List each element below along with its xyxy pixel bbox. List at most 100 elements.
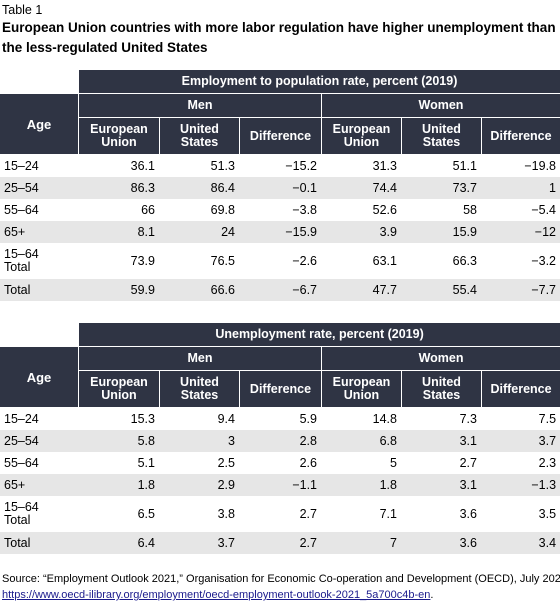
table-row: 65+ 8.1 24 −15.9 3.9 15.9 −12 bbox=[0, 221, 560, 243]
age-cell: 15–64 Total bbox=[4, 247, 39, 274]
table-row: 25–54 5.8 3 2.8 6.8 3.1 3.7 bbox=[0, 430, 560, 452]
age-header: Age bbox=[0, 347, 78, 408]
value-cell: 51.1 bbox=[452, 158, 477, 173]
value-cell: 74.4 bbox=[321, 177, 401, 199]
blank-corner bbox=[0, 70, 78, 94]
eu-header: European Union bbox=[78, 371, 159, 408]
value-cell: 86.4 bbox=[159, 177, 239, 199]
difference-header: Difference bbox=[481, 371, 560, 408]
value-cell: 15.3 bbox=[130, 411, 155, 426]
us-header: United States bbox=[401, 118, 481, 155]
value-cell: 52.6 bbox=[372, 202, 397, 217]
value-cell: 2.7 bbox=[239, 532, 321, 554]
value-cell: 7 bbox=[321, 532, 401, 554]
value-cell: −6.7 bbox=[239, 279, 321, 301]
value-cell: 2.9 bbox=[159, 474, 239, 496]
age-cell: 15–24 bbox=[4, 411, 39, 426]
table-row: 15–24 36.1 51.3 −15.2 31.3 51.1 −19.8 bbox=[0, 155, 560, 177]
age-cell: 55–64 bbox=[4, 202, 39, 217]
value-cell: 2.3 bbox=[538, 455, 557, 470]
value-cell: 3.1 bbox=[401, 474, 481, 496]
page-title: European Union countries with more labor… bbox=[2, 20, 556, 55]
age-cell: 55–64 bbox=[4, 455, 39, 470]
value-cell: 1 bbox=[481, 177, 560, 199]
value-cell: 1.8 bbox=[78, 474, 159, 496]
value-cell: 63.1 bbox=[372, 253, 397, 268]
value-cell: 2.7 bbox=[459, 455, 477, 470]
value-cell: 31.3 bbox=[372, 158, 397, 173]
value-cell: 2.8 bbox=[239, 430, 321, 452]
value-cell: 2.7 bbox=[299, 506, 317, 521]
source-text: Source: “Employment Outlook 2021,” Organ… bbox=[2, 573, 560, 585]
value-cell: 76.5 bbox=[210, 253, 235, 268]
age-cell: Total bbox=[0, 532, 78, 554]
age-cell: 25–54 bbox=[0, 177, 78, 199]
table-title: Employment to population rate, percent (… bbox=[78, 70, 560, 94]
value-cell: 3.7 bbox=[481, 430, 560, 452]
value-cell: −2.6 bbox=[292, 253, 317, 268]
value-cell: −1.3 bbox=[481, 474, 560, 496]
value-cell: 3.4 bbox=[481, 532, 560, 554]
value-cell: −0.1 bbox=[239, 177, 321, 199]
value-cell: −7.7 bbox=[481, 279, 560, 301]
table-row: 15–64 Total 73.9 76.5 −2.6 63.1 66.3 −3.2 bbox=[0, 243, 560, 279]
value-cell: 3.9 bbox=[321, 221, 401, 243]
value-cell: 3.6 bbox=[459, 506, 477, 521]
value-cell: 3.1 bbox=[401, 430, 481, 452]
value-cell: 3.7 bbox=[159, 532, 239, 554]
age-header: Age bbox=[0, 94, 78, 155]
value-cell: 36.1 bbox=[130, 158, 155, 173]
value-cell: 51.3 bbox=[210, 158, 235, 173]
value-cell: 6.8 bbox=[321, 430, 401, 452]
value-cell: 7.1 bbox=[379, 506, 397, 521]
difference-header: Difference bbox=[239, 118, 321, 155]
value-cell: −12 bbox=[481, 221, 560, 243]
age-cell: 15–64 Total bbox=[4, 500, 39, 527]
value-cell: 58 bbox=[463, 202, 477, 217]
source-end: . bbox=[430, 589, 434, 601]
age-cell: 65+ bbox=[0, 221, 78, 243]
table-row: Total 6.4 3.7 2.7 7 3.6 3.4 bbox=[0, 532, 560, 554]
value-cell: 3.8 bbox=[217, 506, 235, 521]
value-cell: 47.7 bbox=[321, 279, 401, 301]
value-cell: 2.5 bbox=[217, 455, 235, 470]
value-cell: 8.1 bbox=[78, 221, 159, 243]
value-cell: 3.6 bbox=[401, 532, 481, 554]
age-cell: 15–24 bbox=[4, 158, 39, 173]
value-cell: −1.1 bbox=[239, 474, 321, 496]
value-cell: −15.2 bbox=[285, 158, 317, 173]
value-cell: 66 bbox=[141, 202, 155, 217]
value-cell: 5 bbox=[390, 455, 397, 470]
table-label: Table 1 bbox=[2, 3, 43, 17]
table-row: Total 59.9 66.6 −6.7 47.7 55.4 −7.7 bbox=[0, 279, 560, 301]
value-cell: 6.5 bbox=[137, 506, 155, 521]
women-header: Women bbox=[321, 347, 560, 371]
source-link[interactable]: https://www.oecd-ilibrary.org/employment… bbox=[2, 589, 431, 601]
value-cell: 3 bbox=[159, 430, 239, 452]
men-header: Men bbox=[78, 347, 321, 371]
table-row: 15–64 Total 6.5 3.8 2.7 7.1 3.6 3.5 bbox=[0, 496, 560, 532]
blank-corner bbox=[0, 323, 78, 347]
women-header: Women bbox=[321, 94, 560, 118]
value-cell: −5.4 bbox=[531, 202, 556, 217]
value-cell: 73.9 bbox=[130, 253, 155, 268]
us-header: United States bbox=[159, 118, 239, 155]
value-cell: 15.9 bbox=[401, 221, 481, 243]
value-cell: 5.9 bbox=[299, 411, 317, 426]
value-cell: 3.5 bbox=[538, 506, 557, 521]
value-cell: 69.8 bbox=[210, 202, 235, 217]
value-cell: 5.1 bbox=[137, 455, 155, 470]
table-row: 55–64 5.1 2.5 2.6 5 2.7 2.3 bbox=[0, 452, 560, 474]
value-cell: 55.4 bbox=[401, 279, 481, 301]
value-cell: 86.3 bbox=[78, 177, 159, 199]
employment-table: Employment to population rate, percent (… bbox=[0, 70, 560, 301]
value-cell: 24 bbox=[159, 221, 239, 243]
table-row: 55–64 66 69.8 −3.8 52.6 58 −5.4 bbox=[0, 199, 560, 221]
value-cell: 59.9 bbox=[78, 279, 159, 301]
table-title: Unemployment rate, percent (2019) bbox=[78, 323, 560, 347]
source-note: Source: “Employment Outlook 2021,” Organ… bbox=[2, 571, 560, 603]
us-header: United States bbox=[401, 371, 481, 408]
unemployment-table: Unemployment rate, percent (2019) Age Me… bbox=[0, 323, 560, 554]
difference-header: Difference bbox=[481, 118, 560, 155]
